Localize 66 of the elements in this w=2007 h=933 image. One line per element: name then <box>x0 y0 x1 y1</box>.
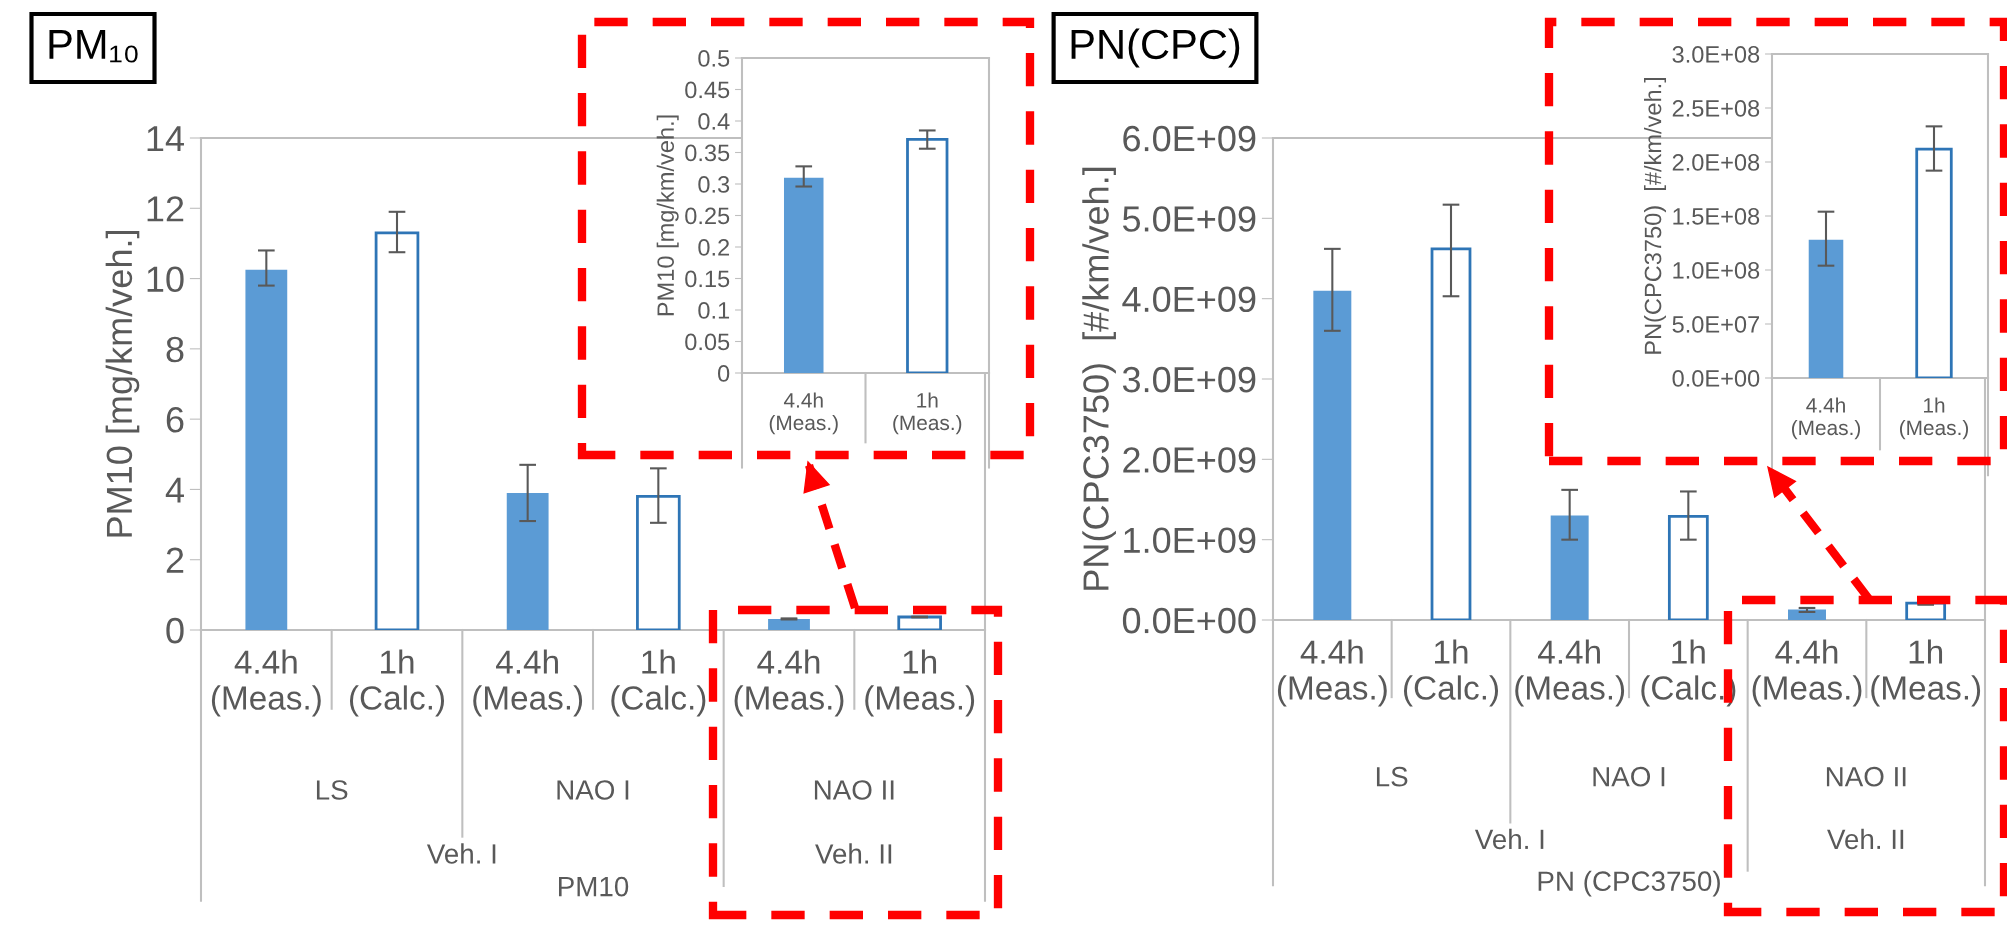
y-tick-label: 12 <box>147 196 184 222</box>
chart-title: PN(CPC) <box>1071 28 1240 68</box>
y-tick-label: 0.2 <box>698 239 730 256</box>
x-tick-label: 1h (Calc.) <box>1404 639 1499 707</box>
y-tick-label: 6 <box>166 407 184 433</box>
y-tick-label: 2.0E+09 <box>1123 447 1256 473</box>
y-tick-label: 8 <box>166 336 184 363</box>
x-tick-label: 1h (Meas.) <box>893 392 962 435</box>
y-tick-label: 4 <box>165 477 184 503</box>
y-tick-label: 6.0E+09 <box>1123 125 1256 152</box>
chart-title: PM₁₀ <box>49 30 138 63</box>
y-tick-label: 3.0E+08 <box>1672 46 1760 63</box>
y-tick-label: 3.0E+09 <box>1122 366 1256 393</box>
y-tick-label: 5.0E+07 <box>1672 316 1760 333</box>
text: NAO II <box>814 780 894 800</box>
y-tick-label: 0.5 <box>698 50 730 67</box>
x-tick-label: 4.4h (Meas.) <box>769 392 838 435</box>
y-tick-label: 14 <box>147 126 184 152</box>
x-tick-label: 4.4h (Meas.) <box>1515 639 1625 707</box>
y-tick-label: 0.3 <box>698 176 730 193</box>
text: NAO I <box>557 780 629 800</box>
text: Veh. I <box>1474 828 1544 850</box>
y-tick-label: 4.0E+09 <box>1122 286 1256 313</box>
x-axis-title: PM10 <box>559 876 629 897</box>
x-tick-label: 1h (Meas.) <box>1871 639 1981 707</box>
x-tick-label: 1h (Meas.) <box>1899 397 1969 440</box>
text: Veh. II <box>815 843 892 864</box>
text: Veh. I <box>426 843 496 864</box>
y-axis-title: PN(CPC3750) [#/km/veh.] <box>1082 167 1116 590</box>
y-axis-title: PN(CPC3750) [#/km/veh.] <box>1644 77 1667 354</box>
y-tick-label: 0.0E+00 <box>1672 370 1760 387</box>
y-tick-label: 0.45 <box>685 81 730 99</box>
x-tick-label: 1h (Calc.) <box>611 649 706 717</box>
text: LS <box>1376 766 1408 787</box>
y-tick-label: 1.0E+09 <box>1124 527 1256 554</box>
text: Veh. II <box>1827 828 1904 850</box>
y-tick-label: 1.0E+08 <box>1673 262 1760 279</box>
x-tick-label: 1h (Meas.) <box>865 649 975 717</box>
y-tick-label: 0.25 <box>685 207 730 225</box>
y-tick-label: 5.0E+09 <box>1122 206 1256 232</box>
text: LS <box>316 780 348 800</box>
text: NAO II <box>1826 766 1906 787</box>
y-tick-label: 2.5E+08 <box>1672 100 1760 117</box>
y-tick-label: 0.0E+00 <box>1122 607 1256 634</box>
y-axis-title: PM10 [mg/km/veh.] <box>656 115 679 316</box>
x-tick-label: 1h (Calc.) <box>350 649 445 717</box>
x-tick-label: 4.4h (Meas.) <box>211 649 321 717</box>
y-tick-label: 0 <box>717 365 730 382</box>
y-tick-label: 1.5E+08 <box>1673 208 1760 225</box>
x-tick-label: 4.4h (Meas.) <box>734 649 844 717</box>
x-tick-label: 4.4h (Meas.) <box>1752 639 1862 707</box>
y-tick-label: 0.35 <box>685 144 730 162</box>
x-tick-label: 4.4h (Meas.) <box>473 649 583 717</box>
x-axis-title: PN (CPC3750) <box>1538 870 1720 897</box>
y-tick-label: 0.1 <box>698 302 730 319</box>
y-tick-label: 10 <box>147 266 184 293</box>
y-tick-label: 0 <box>166 617 184 644</box>
y-tick-label: 2 <box>166 547 184 573</box>
x-tick-label: 4.4h (Meas.) <box>1277 639 1387 707</box>
text: NAO I <box>1593 766 1665 787</box>
y-tick-label: 0.4 <box>698 113 730 130</box>
y-tick-label: 0.05 <box>685 333 730 351</box>
y-axis-title: PM10 [mg/km/veh.] <box>105 231 140 537</box>
y-tick-label: 2.0E+08 <box>1672 154 1760 171</box>
y-tick-label: 0.15 <box>685 270 730 288</box>
x-tick-label: 4.4h (Meas.) <box>1791 397 1861 440</box>
